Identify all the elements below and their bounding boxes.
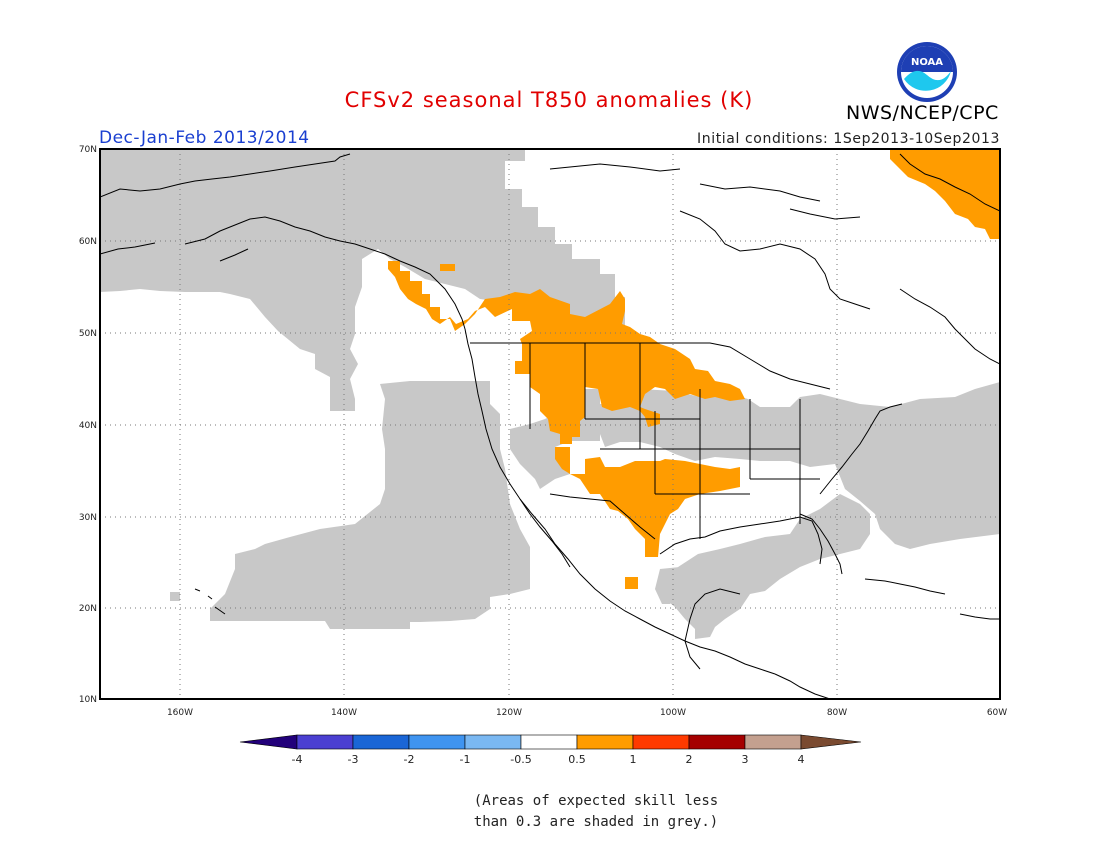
longitude-labels: 160W 140W 120W 100W 80W 60W xyxy=(167,708,1007,718)
coast-florida xyxy=(799,513,843,575)
border-us-mexico xyxy=(549,493,656,540)
initial-conditions-label: Initial conditions: 1Sep2013-10Sep2013 xyxy=(697,131,1000,147)
orange-region-alaska-panhandle xyxy=(440,264,455,271)
grey-region-hawaii-dot xyxy=(170,592,180,601)
skill-note-line-1: (Areas of expected skill less xyxy=(473,793,719,809)
lat-label: 70N xyxy=(79,145,97,155)
colorbar-tick: 2 xyxy=(686,753,693,766)
lat-label: 50N xyxy=(79,329,97,339)
colorbar-box xyxy=(576,734,634,750)
colorbar-box xyxy=(632,734,690,750)
noaa-logo: NOAA xyxy=(897,42,957,102)
orange-region-greenland xyxy=(890,149,1000,239)
coastlines xyxy=(100,153,1000,699)
anomaly-map: 70N 60N 50N 40N 30N 20N 10N 160W 140W 12… xyxy=(79,145,1007,718)
coast-hudson-bay xyxy=(679,210,871,310)
coast-caribbean xyxy=(864,578,1000,620)
season-label: Dec-Jan-Feb 2013/2014 xyxy=(99,128,310,148)
agency-label: NWS/NCEP/CPC xyxy=(846,102,999,124)
latitude-labels: 70N 60N 50N 40N 30N 20N 10N xyxy=(79,145,97,705)
lat-label: 20N xyxy=(79,604,97,614)
colorbar-tick: 3 xyxy=(742,753,749,766)
colorbar-tick: 1 xyxy=(630,753,637,766)
coast-aleutians xyxy=(100,242,249,262)
colorbar-tick: -4 xyxy=(292,753,303,766)
colorbar-box xyxy=(408,734,466,750)
orange-region-canada xyxy=(388,261,745,444)
colorbar-box xyxy=(520,734,578,750)
lon-label: 60W xyxy=(987,708,1007,718)
colorbar-box xyxy=(744,734,802,750)
colorbar-left-arrow xyxy=(239,734,298,750)
coast-central-america xyxy=(774,673,831,699)
coast-gulf xyxy=(659,516,823,670)
coast-west-us xyxy=(464,328,776,675)
colorbar-tick: -2 xyxy=(404,753,415,766)
colorbar-tick: 4 xyxy=(798,753,805,766)
map-frame xyxy=(99,148,1001,700)
map-title: CFSv2 seasonal T850 anomalies (K) xyxy=(344,88,754,112)
lat-label: 60N xyxy=(79,237,97,247)
borders-us-states xyxy=(529,343,820,539)
grey-region-east-pacific xyxy=(210,381,530,629)
logo-text: NOAA xyxy=(911,57,943,68)
orange-region-southwest xyxy=(555,447,740,557)
colorbar-tick: -1 xyxy=(460,753,471,766)
colorbar-tick: -0.5 xyxy=(510,753,531,766)
colorbar-box xyxy=(464,734,522,750)
lat-label: 40N xyxy=(79,421,97,431)
lon-label: 140W xyxy=(331,708,357,718)
skill-note: (Areas of expected skill less than 0.3 a… xyxy=(0,791,1100,833)
color-scale-ticks: -4 -3 -2 -1 -0.5 0.5 1 2 3 4 xyxy=(292,753,805,766)
lat-lon-gridlines xyxy=(100,149,1000,699)
colorbar-tick: 0.5 xyxy=(568,753,586,766)
lat-label: 10N xyxy=(79,695,97,705)
coast-canada-arctic xyxy=(549,163,861,220)
border-us-canada xyxy=(470,342,831,390)
colorbar-box xyxy=(688,734,746,750)
lon-label: 120W xyxy=(496,708,522,718)
coast-alaska xyxy=(100,153,466,330)
lat-label: 30N xyxy=(79,513,97,523)
color-scale-bar: -4 -3 -2 -1 -0.5 0.5 1 2 3 4 xyxy=(239,734,862,766)
coast-east-us xyxy=(819,403,903,495)
color-scale-boxes xyxy=(239,734,862,750)
coast-baja xyxy=(519,498,571,568)
colorbar-tick: -3 xyxy=(348,753,359,766)
lon-label: 100W xyxy=(660,708,686,718)
skill-note-line-2: than 0.3 are shaded in grey.) xyxy=(473,814,719,830)
colorbar-box xyxy=(352,734,410,750)
lon-label: 80W xyxy=(827,708,847,718)
coast-hawaii xyxy=(194,588,226,615)
orange-region-mexico-dot xyxy=(625,577,638,589)
grey-region-alaska-pacific xyxy=(100,149,625,411)
warm-anomaly-regions xyxy=(388,149,1000,589)
grey-region-gulf xyxy=(663,494,870,639)
coast-greenland xyxy=(899,153,1000,212)
grey-region-gulf-west xyxy=(655,567,680,604)
lon-label: 160W xyxy=(167,708,193,718)
colorbar-box xyxy=(296,734,354,750)
colorbar-right-arrow xyxy=(800,734,862,750)
coast-labrador xyxy=(899,288,1000,365)
